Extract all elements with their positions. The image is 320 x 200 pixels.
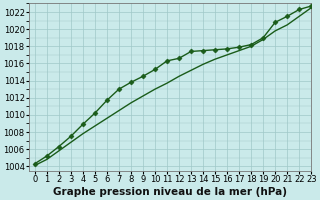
X-axis label: Graphe pression niveau de la mer (hPa): Graphe pression niveau de la mer (hPa) [53, 187, 287, 197]
